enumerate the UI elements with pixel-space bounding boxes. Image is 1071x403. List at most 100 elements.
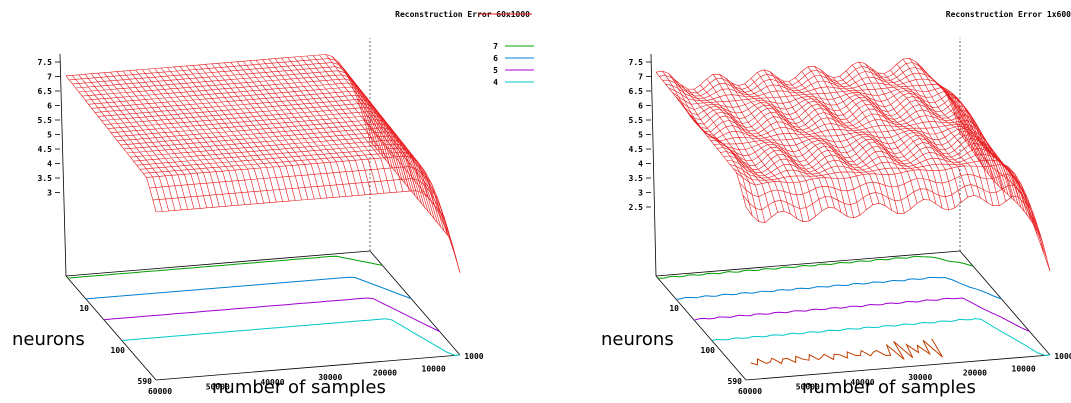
- contour-line-6: [676, 276, 1002, 300]
- surface-column: [135, 69, 226, 207]
- surface-column: [78, 74, 169, 212]
- surface-column: [65, 75, 157, 213]
- z-tick-label: 7.5: [38, 58, 53, 67]
- surface-column: [84, 74, 176, 211]
- surface-column: [814, 66, 905, 214]
- surface-column: [154, 68, 245, 205]
- contour-line-5: [694, 297, 1030, 332]
- z-tick-label: 3: [638, 189, 643, 198]
- contour-lines-right: [657, 255, 1051, 366]
- chart-right: Reconstruction Error 1x600 7.5 7 6.5 6 5.5 5 4…: [601, 9, 1071, 398]
- y-tick-label: 10: [79, 304, 89, 313]
- x-tick-label: 1000: [1054, 352, 1071, 361]
- x-tick-label: 20000: [373, 369, 397, 378]
- surface-column: [281, 57, 372, 195]
- surface-column: [287, 57, 378, 194]
- z-axis-line: [650, 53, 657, 277]
- x-tick-label: 20000: [963, 369, 987, 378]
- surface-column: [141, 69, 233, 206]
- surface-row: [101, 98, 406, 184]
- axes-right: [650, 38, 1051, 381]
- x-tick-labels-right: 60000 50000 40000 30000 20000 10000 1000: [738, 352, 1071, 396]
- surface-column: [953, 111, 1044, 254]
- surface-mesh-left: [65, 54, 461, 273]
- y-tick-label: 10: [669, 304, 679, 313]
- y-tick-label: 100: [701, 346, 716, 355]
- surface-column: [211, 63, 302, 201]
- surface-column: [186, 65, 277, 203]
- surface-column: [331, 56, 423, 193]
- surface-column: [826, 74, 918, 204]
- z-tick-label: 5.5: [38, 116, 53, 125]
- surface-column: [909, 58, 1000, 206]
- surface-column: [300, 56, 391, 193]
- x-tick-label: 60000: [738, 387, 762, 396]
- surface-column: [668, 73, 759, 222]
- z-tick-label: 6.5: [629, 87, 644, 96]
- surface-column: [116, 71, 207, 208]
- surface-column: [959, 133, 1051, 272]
- surface-column: [179, 66, 271, 203]
- y-axis-label-right: neurons: [601, 329, 674, 350]
- x-tick-label: 10000: [1012, 365, 1036, 374]
- surface-row: [713, 130, 1019, 205]
- contour-line-5: [103, 297, 441, 333]
- surface-column: [864, 63, 956, 208]
- base-axis-back: [65, 250, 371, 277]
- surface-column: [712, 74, 804, 222]
- surface-column: [788, 81, 880, 204]
- surface-column: [103, 72, 195, 209]
- surface-column: [877, 72, 968, 198]
- surface-column: [681, 84, 772, 218]
- surface-column: [769, 71, 861, 216]
- y-tick-label: 590: [138, 377, 153, 386]
- surface-column: [262, 59, 353, 196]
- z-tick-label: 6: [47, 102, 52, 111]
- contour-line-4: [711, 318, 1051, 356]
- z-tick-label: 6.5: [38, 87, 53, 96]
- base-axis-left: [655, 275, 747, 381]
- z-tick-label: 6: [638, 102, 643, 111]
- surface-column: [306, 55, 397, 193]
- chart-right-title: Reconstruction Error 1x600: [946, 9, 1071, 19]
- y-tick-label: 590: [728, 377, 743, 386]
- surface-column: [91, 73, 182, 210]
- x-tick-label: 30000: [318, 373, 342, 382]
- y-tick-labels-left: 10 100 590: [79, 304, 152, 386]
- base-axis-left: [65, 275, 157, 381]
- surface-column: [160, 67, 252, 205]
- surface-row: [155, 190, 461, 273]
- contour-lines-left: [67, 255, 461, 356]
- z-tick-labels-right: 7.5 7 6.5 6 5.5 5 4.5 4 3.5 3 2.5: [629, 58, 651, 212]
- surface-column: [243, 61, 334, 198]
- base-axis-right: [959, 250, 1051, 356]
- z-tick-label: 3: [47, 189, 52, 198]
- x-tick-label: 40000: [260, 378, 284, 387]
- surface-column: [858, 61, 949, 211]
- surface-row: [659, 62, 964, 138]
- surface-column: [122, 70, 214, 208]
- x-tick-label: 50000: [206, 382, 230, 391]
- surface-column: [205, 64, 296, 201]
- surface-column: [350, 82, 442, 218]
- surface-column: [763, 69, 854, 218]
- z-tick-label: 7: [638, 73, 643, 82]
- surface-column: [167, 67, 258, 204]
- z-axis-line: [59, 53, 67, 277]
- surface-column: [236, 61, 328, 198]
- surface-column: [693, 89, 785, 212]
- surface-column: [357, 98, 448, 233]
- contour-line-4: [121, 318, 461, 356]
- surface-column: [700, 84, 791, 215]
- z-tick-label: 7.5: [629, 58, 644, 67]
- surface-column: [687, 88, 778, 213]
- surface-column: [325, 54, 416, 191]
- y-tick-labels-right: 10 100 590: [669, 304, 742, 386]
- surface-column: [725, 77, 816, 217]
- surface-column: [655, 72, 747, 208]
- contour-line-extra: [750, 338, 944, 366]
- contour-line-7: [657, 255, 974, 279]
- surface-column: [776, 76, 867, 210]
- surface-column: [795, 77, 886, 206]
- surface-column: [947, 95, 1038, 236]
